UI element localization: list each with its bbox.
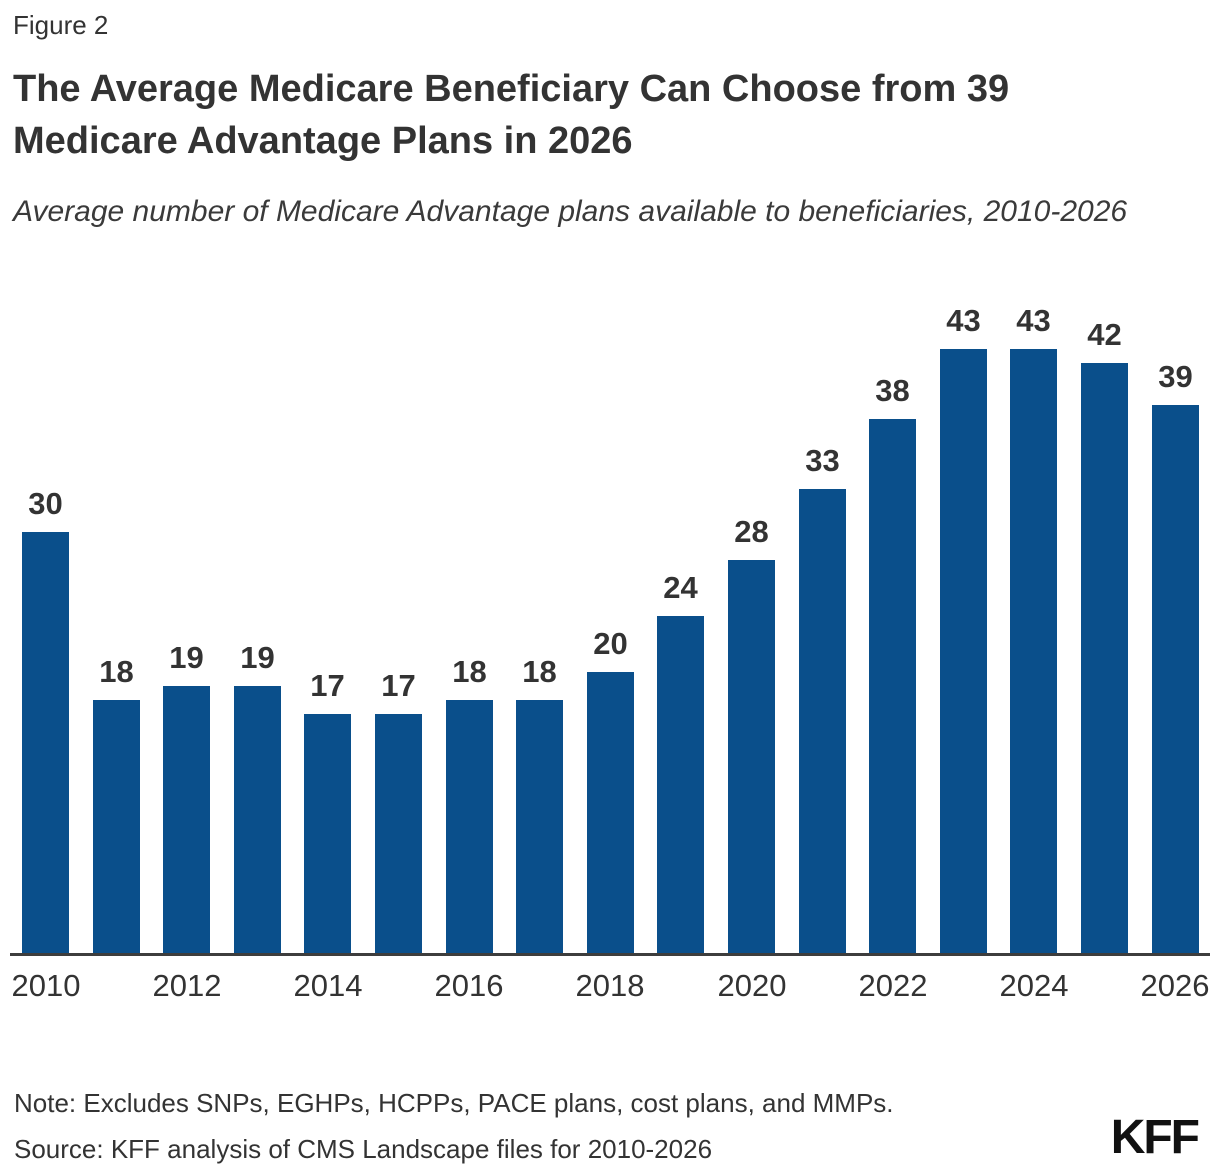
chart-title: The Average Medicare Beneficiary Can Cho… bbox=[13, 68, 1010, 162]
bar-value-label: 17 bbox=[381, 668, 416, 703]
bar-2017 bbox=[516, 700, 563, 953]
bar-value-label: 24 bbox=[663, 570, 698, 605]
bar-value-label: 43 bbox=[946, 303, 981, 338]
note-text: Note: Excludes SNPs, EGHPs, HCPPs, PACE … bbox=[14, 1088, 894, 1118]
x-axis-tick-label: 2020 bbox=[717, 968, 787, 1003]
source-text: Source: KFF analysis of CMS Landscape fi… bbox=[14, 1134, 713, 1164]
bar-value-label: 28 bbox=[734, 514, 769, 549]
bar-2014 bbox=[304, 714, 351, 953]
x-axis-tick-label: 2012 bbox=[152, 968, 222, 1003]
bar-value-label: 18 bbox=[99, 654, 134, 689]
bar-2013 bbox=[234, 686, 281, 953]
bar-value-label: 19 bbox=[240, 640, 275, 675]
x-axis-tick-label: 2026 bbox=[1140, 968, 1210, 1003]
x-axis-tick-label: 2016 bbox=[434, 968, 504, 1003]
bar-2026 bbox=[1152, 405, 1199, 953]
bar-2018 bbox=[587, 672, 634, 953]
bar-value-label: 38 bbox=[875, 373, 910, 408]
chart-subtitle: Average number of Medicare Advantage pla… bbox=[13, 195, 1128, 228]
x-axis-tick-label: 2010 bbox=[11, 968, 81, 1003]
bar-2016 bbox=[446, 700, 493, 953]
bar-2019 bbox=[657, 616, 704, 953]
bar-value-label: 39 bbox=[1158, 359, 1193, 394]
x-axis-tick-label: 2018 bbox=[575, 968, 645, 1003]
x-axis-tick-label: 2014 bbox=[293, 968, 363, 1003]
bar-2021 bbox=[799, 489, 846, 953]
bar-value-label: 30 bbox=[28, 486, 63, 521]
bar-value-label: 18 bbox=[452, 654, 487, 689]
bar-value-label: 43 bbox=[1016, 303, 1051, 338]
bar-2012 bbox=[163, 686, 210, 953]
bar-value-label: 19 bbox=[169, 640, 204, 675]
x-axis-tick-label: 2022 bbox=[858, 968, 928, 1003]
bar-2020 bbox=[728, 560, 775, 953]
bar-value-label: 17 bbox=[310, 668, 345, 703]
figure-label: Figure 2 bbox=[13, 10, 109, 40]
bar-2024 bbox=[1010, 349, 1057, 953]
bar-2025 bbox=[1081, 363, 1128, 953]
bar-2015 bbox=[375, 714, 422, 953]
bar-2010 bbox=[22, 532, 69, 953]
x-axis-line bbox=[10, 953, 1210, 956]
bar-2022 bbox=[869, 419, 916, 953]
bar-value-label: 33 bbox=[805, 443, 840, 478]
bar-value-label: 42 bbox=[1087, 317, 1122, 352]
bar-value-label: 20 bbox=[593, 626, 628, 661]
bar-2023 bbox=[940, 349, 987, 953]
kff-logo: KFF bbox=[1110, 1111, 1200, 1164]
x-axis-tick-label: 2024 bbox=[999, 968, 1069, 1003]
bar-2011 bbox=[93, 700, 140, 953]
bar-value-label: 18 bbox=[522, 654, 557, 689]
